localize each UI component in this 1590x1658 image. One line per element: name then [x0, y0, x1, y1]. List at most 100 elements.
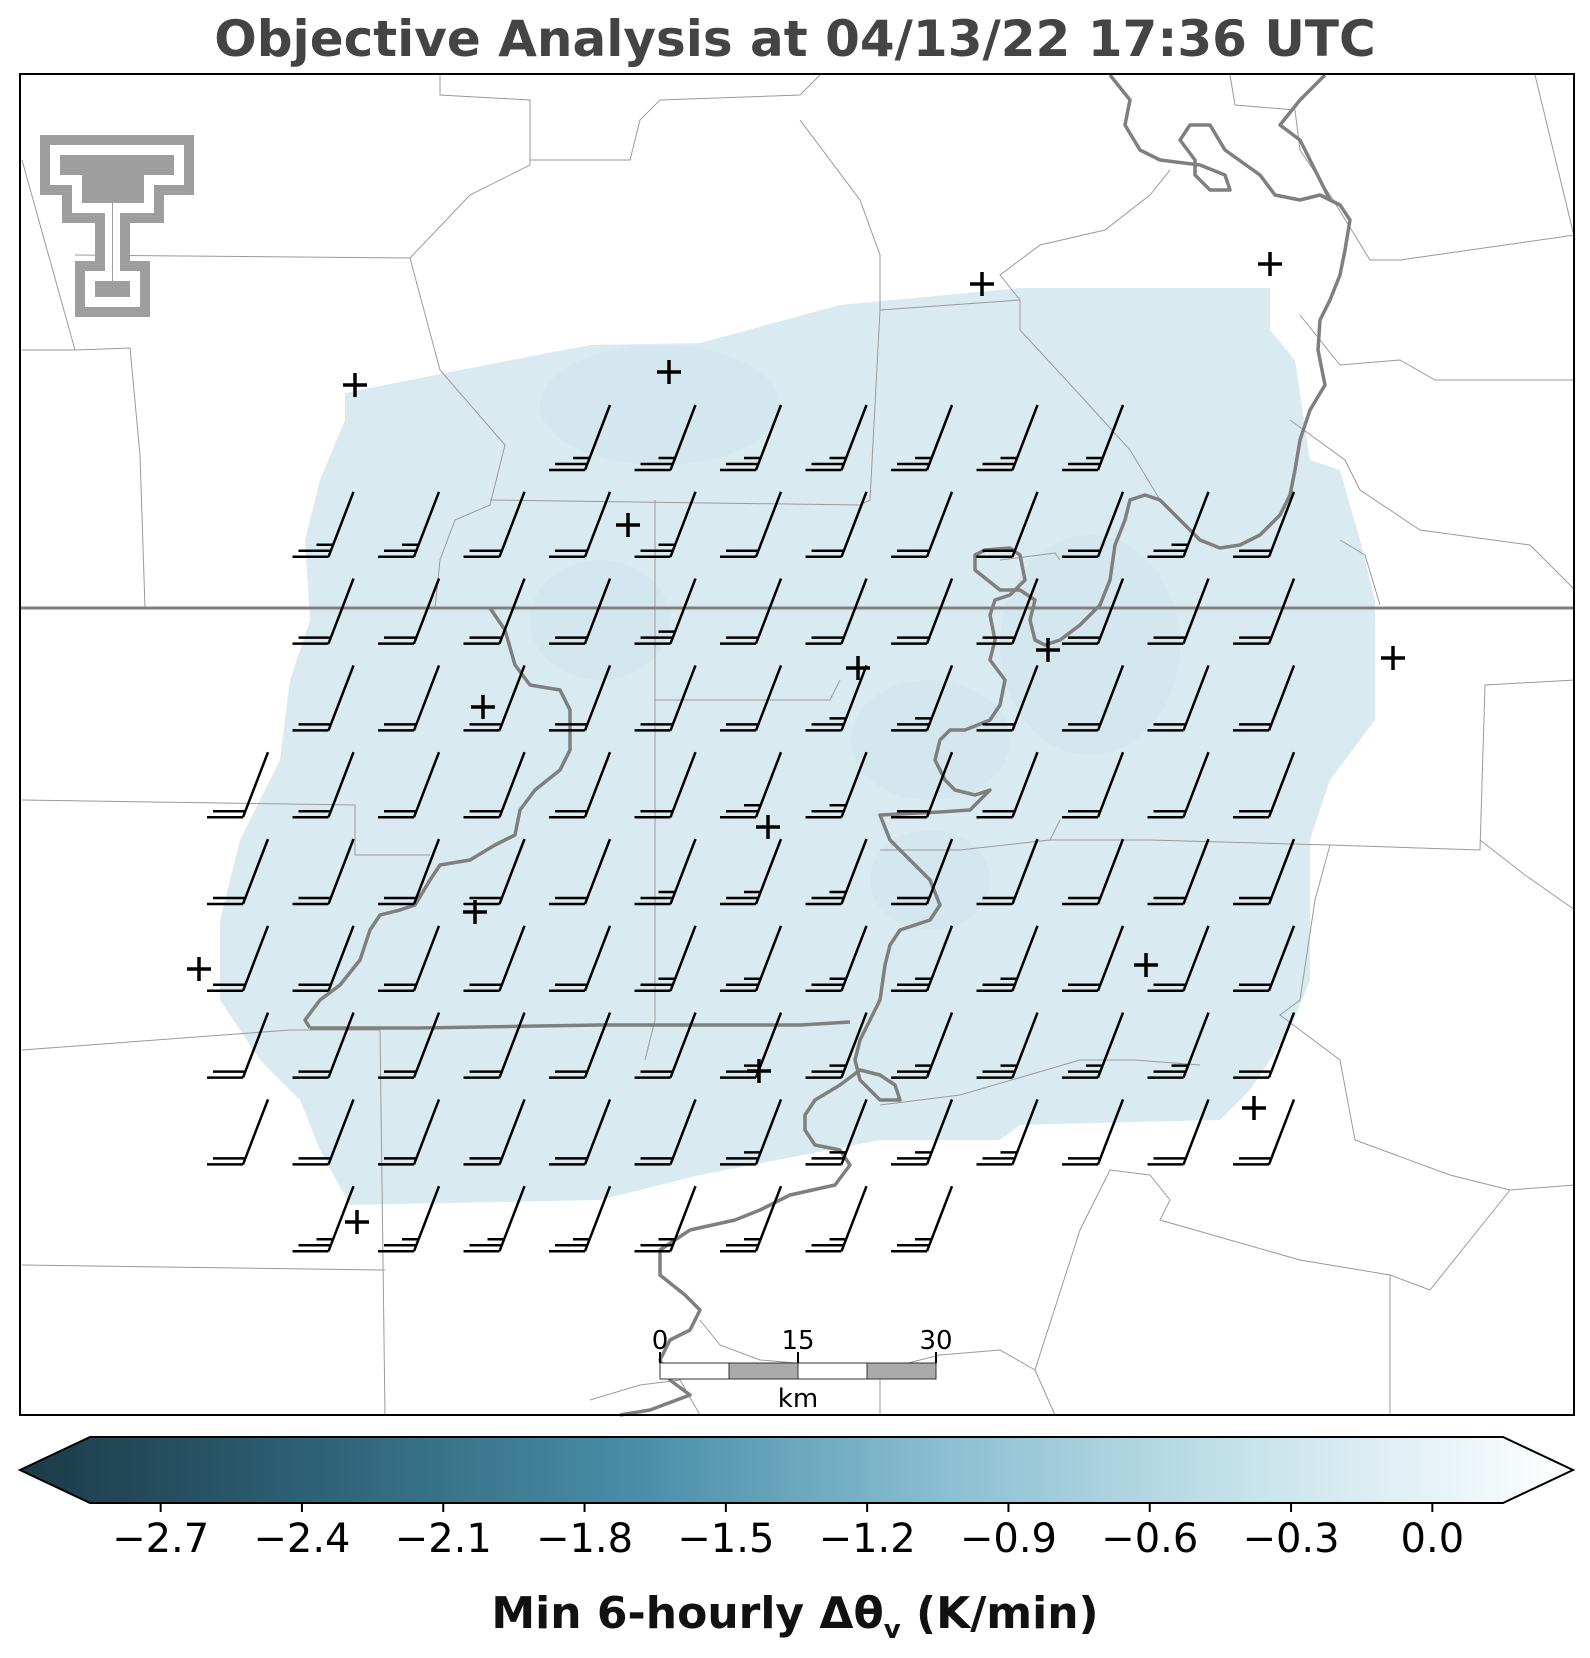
wind-barb — [378, 838, 441, 906]
wind-barb — [976, 578, 1039, 645]
wind-barb — [463, 1012, 526, 1079]
wind-barb — [891, 491, 954, 559]
wind-barb — [720, 1098, 783, 1166]
wind-barb — [805, 578, 868, 645]
field-patch — [530, 560, 670, 680]
station-plus — [747, 1059, 771, 1083]
wind-barb — [805, 404, 868, 472]
station-plus — [345, 1210, 369, 1234]
station-plus — [463, 900, 487, 924]
wind-barb — [1147, 751, 1210, 819]
map-frame — [19, 73, 1575, 1416]
wind-barb — [463, 751, 526, 819]
station-markers — [187, 252, 1405, 1234]
wind-barb — [1233, 578, 1296, 645]
scale-seg-gray — [866, 1362, 937, 1380]
colorbar-tick-label: −1.8 — [536, 1516, 633, 1562]
wind-barb — [207, 1098, 270, 1166]
colorbar-tick-label: −2.7 — [112, 1516, 209, 1562]
scale-unit: km — [778, 1384, 818, 1414]
colorbar-tick-label: −1.5 — [677, 1516, 774, 1562]
wind-barb — [549, 664, 612, 732]
station-plus — [1134, 953, 1158, 977]
station-plus — [756, 815, 780, 839]
wind-barb — [549, 491, 612, 559]
wind-barb — [292, 664, 355, 732]
station-plus — [187, 957, 211, 981]
wind-barb — [720, 838, 783, 906]
colorbar-tick-label: −2.1 — [395, 1516, 492, 1562]
wind-barb — [378, 1098, 441, 1166]
wind-barb — [378, 1012, 441, 1079]
wind-barb — [463, 838, 526, 906]
wind-barb — [891, 578, 954, 645]
wind-barb — [976, 491, 1039, 559]
wind-barb — [891, 1185, 954, 1253]
wind-barb — [1233, 1012, 1296, 1079]
wind-barb — [378, 491, 441, 559]
wind-barb — [720, 925, 783, 993]
scale-tick-label: 30 — [919, 1326, 952, 1356]
wind-barb — [1147, 838, 1210, 906]
wind-barb — [1062, 404, 1125, 472]
wind-barb — [976, 404, 1039, 472]
wind-barb — [292, 1012, 355, 1079]
wind-barb — [1233, 751, 1296, 819]
colorbar-label-main: Min 6-hourly Δθ — [491, 1588, 884, 1639]
wind-barb — [805, 1098, 868, 1166]
logo-core — [60, 155, 174, 297]
station-plus — [1381, 646, 1405, 670]
wind-barb — [1233, 491, 1296, 559]
wind-barb — [891, 925, 954, 993]
wind-barb — [1147, 1098, 1210, 1166]
wind-barb — [805, 1185, 868, 1253]
field-patch — [1000, 535, 1180, 755]
station-plus — [471, 695, 495, 719]
wind-barb — [891, 404, 954, 472]
wind-barb — [292, 491, 355, 559]
wind-barb — [207, 1012, 270, 1079]
wind-barb — [634, 1098, 697, 1166]
wind-barb — [549, 1098, 612, 1166]
colorbar-ticks: −2.7 −2.4 −2.1 −1.8 −1.5 −1.2 −0.9 −0.6 −0.3 0.0 — [112, 1503, 1464, 1562]
wind-barb — [549, 838, 612, 906]
wind-barb — [976, 664, 1039, 732]
wind-barb — [720, 1185, 783, 1253]
wind-barb — [976, 925, 1039, 993]
wind-barb — [891, 664, 954, 732]
field-patch — [850, 680, 1010, 800]
wind-barb — [1147, 578, 1210, 645]
wind-barb — [378, 1185, 441, 1253]
colorbar-tick-label: −0.6 — [1101, 1516, 1198, 1562]
wind-barb — [207, 838, 270, 906]
wind-barb — [292, 578, 355, 645]
wind-barb — [634, 1012, 697, 1079]
wind-barb — [634, 491, 697, 559]
station-plus — [846, 656, 870, 680]
wind-barb — [720, 578, 783, 645]
wind-barb — [1062, 1012, 1125, 1079]
wind-barb — [805, 751, 868, 819]
wind-barb — [976, 751, 1039, 819]
wind-barb — [891, 1012, 954, 1079]
scale-tick-label: 0 — [652, 1326, 669, 1356]
wind-barb — [549, 751, 612, 819]
wind-barb — [634, 664, 697, 732]
wind-barb — [1062, 1098, 1125, 1166]
wind-barb — [463, 578, 526, 645]
wind-barb — [805, 664, 868, 732]
wind-barb — [292, 838, 355, 906]
wind-barb — [1233, 838, 1296, 906]
wind-barb — [634, 578, 697, 645]
wind-barb — [207, 925, 270, 993]
wind-barb — [805, 491, 868, 559]
wind-barb — [463, 925, 526, 993]
wind-barb — [720, 404, 783, 472]
wind-barb — [292, 1185, 355, 1253]
wind-barb — [378, 751, 441, 819]
wind-barb — [1147, 664, 1210, 732]
wind-barb — [292, 751, 355, 819]
wind-barb — [378, 578, 441, 645]
